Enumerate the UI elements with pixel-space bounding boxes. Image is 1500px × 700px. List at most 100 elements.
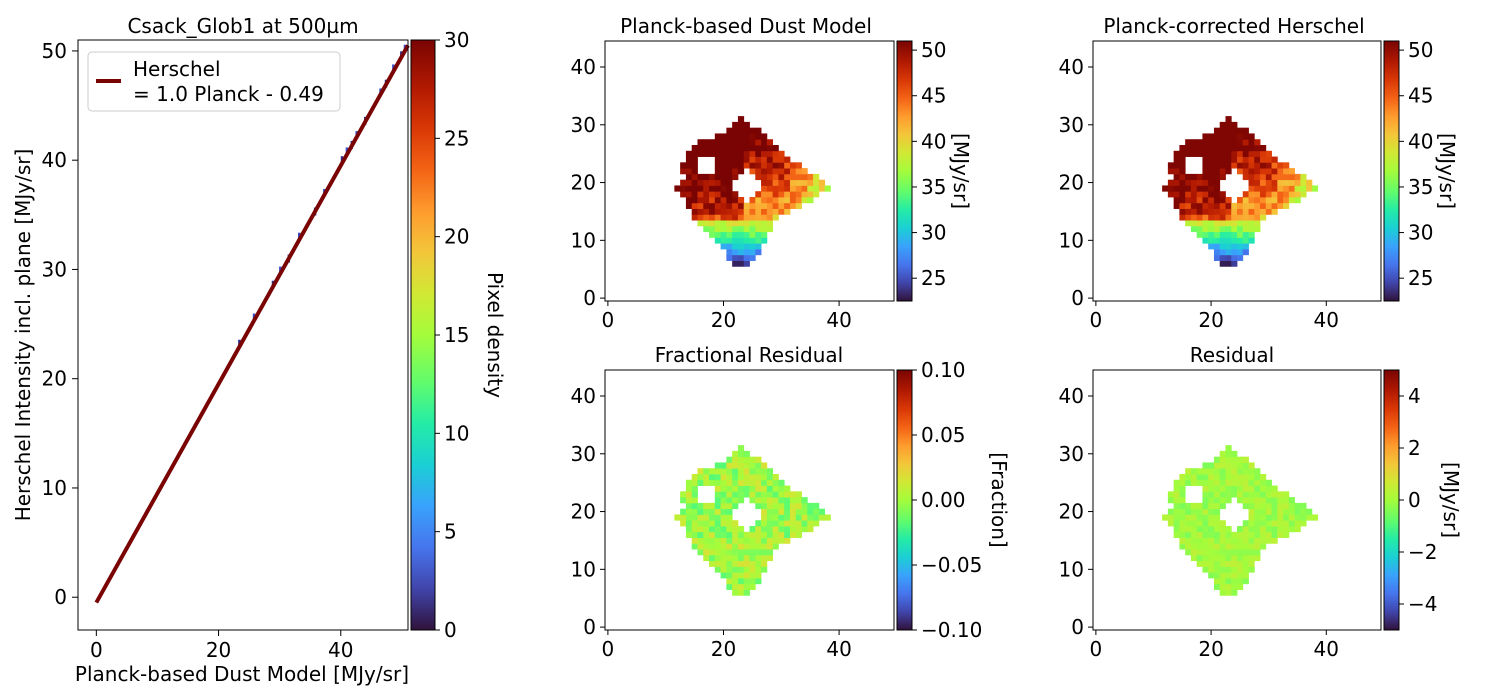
map-pixel bbox=[749, 156, 756, 163]
map-pixel bbox=[1196, 179, 1203, 186]
map-pixel bbox=[749, 462, 756, 469]
y-tick-label: 40 bbox=[42, 148, 67, 172]
map-pixel bbox=[766, 531, 774, 538]
map-pixel bbox=[813, 514, 820, 521]
map-pixel bbox=[1196, 474, 1203, 481]
map-pixel bbox=[1208, 139, 1215, 146]
map-pixel bbox=[1237, 249, 1244, 256]
map-pixel bbox=[1306, 514, 1313, 521]
map-pixel bbox=[737, 220, 745, 227]
x-tick-label: 0 bbox=[1090, 637, 1103, 661]
map-pixel bbox=[1271, 185, 1278, 192]
map-pixel bbox=[714, 531, 721, 538]
map-pixel bbox=[1173, 497, 1180, 504]
map-pixel bbox=[1231, 150, 1238, 157]
map-pixel bbox=[772, 520, 779, 527]
map-pixel bbox=[807, 526, 814, 533]
map-pixel bbox=[691, 156, 698, 163]
x-tick-label: 20 bbox=[711, 637, 736, 661]
map-pixel bbox=[1219, 497, 1226, 504]
map-pixel bbox=[1242, 485, 1249, 492]
map-pixel bbox=[732, 202, 739, 209]
map-pixel bbox=[1213, 214, 1221, 221]
map-pixel bbox=[1190, 202, 1198, 209]
map-pixel bbox=[1225, 554, 1232, 562]
scatter-frame bbox=[77, 39, 409, 631]
map-pixel bbox=[749, 214, 756, 221]
map-pixel bbox=[1265, 197, 1272, 204]
map-pixel bbox=[737, 462, 745, 469]
map-pixel bbox=[1288, 197, 1295, 204]
map-pixel bbox=[1185, 145, 1192, 152]
map-pixel bbox=[685, 497, 693, 504]
map-pixel bbox=[743, 537, 750, 544]
map-pixel bbox=[709, 150, 716, 157]
map-pixel bbox=[761, 566, 768, 573]
map-pixel bbox=[749, 231, 756, 238]
map-pixel bbox=[743, 589, 750, 596]
map-pixel bbox=[726, 462, 733, 469]
map-pixel bbox=[720, 554, 727, 562]
map-pixel bbox=[1225, 566, 1232, 573]
map-pixel bbox=[1185, 520, 1192, 527]
map-pixel bbox=[1213, 572, 1221, 579]
map-pixel bbox=[737, 237, 745, 244]
map-pixel bbox=[1242, 554, 1249, 562]
map-pixel bbox=[1208, 220, 1215, 227]
map-pixel bbox=[761, 554, 768, 562]
map-pixel bbox=[1225, 445, 1232, 452]
map-pixel bbox=[680, 191, 687, 198]
map-pixel bbox=[1208, 468, 1215, 475]
model-colorbar-label: [MJy/sr] bbox=[949, 133, 973, 209]
map-pixel bbox=[1219, 173, 1226, 181]
map-pixel bbox=[1260, 191, 1267, 198]
map-pixel bbox=[1219, 537, 1226, 544]
map-pixel bbox=[778, 173, 785, 181]
map-pixel bbox=[1277, 162, 1284, 169]
scatter-x-axis-label: Planck-based Dust Model [MJy/sr] bbox=[75, 662, 409, 686]
map-pixel bbox=[743, 254, 750, 261]
map-pixel bbox=[1225, 583, 1232, 590]
map-pixel bbox=[778, 156, 785, 163]
map-pixel bbox=[720, 173, 727, 181]
x-tick-label: 0 bbox=[602, 308, 615, 332]
map-pixel bbox=[755, 572, 762, 579]
map-pixel bbox=[761, 133, 768, 140]
map-pixel bbox=[737, 254, 745, 261]
map-pixel bbox=[1173, 526, 1180, 533]
map-pixel bbox=[714, 491, 721, 498]
map-pixel bbox=[737, 578, 745, 585]
map-pixel bbox=[1248, 531, 1255, 538]
map-pixel bbox=[714, 173, 721, 181]
map-pixel bbox=[755, 237, 762, 244]
map-pixel bbox=[1190, 139, 1198, 146]
map-pixel bbox=[674, 185, 681, 192]
map-pixel bbox=[789, 531, 797, 538]
map-pixel bbox=[703, 543, 710, 550]
map-pixel bbox=[732, 497, 739, 504]
map-pixel bbox=[1248, 526, 1255, 533]
map-pixel bbox=[1185, 185, 1192, 192]
colorbar-tick-label: 2 bbox=[1408, 436, 1421, 460]
corrected-colorbar bbox=[1383, 40, 1400, 302]
map-pixel bbox=[732, 468, 739, 475]
map-pixel bbox=[749, 474, 756, 481]
map-pixel bbox=[1248, 479, 1255, 486]
map-pixel bbox=[1231, 260, 1238, 267]
map-pixel bbox=[1213, 549, 1221, 556]
map-pixel bbox=[755, 150, 762, 157]
map-pixel bbox=[1225, 121, 1232, 129]
map-pixel bbox=[737, 127, 745, 134]
map-pixel bbox=[789, 173, 797, 181]
map-pixel bbox=[1225, 479, 1232, 486]
map-pixel bbox=[1271, 491, 1278, 498]
map-pixel bbox=[714, 543, 721, 550]
scatter-x-ticks: 0 20 40 bbox=[90, 630, 354, 662]
y-tick-label: 0 bbox=[583, 286, 596, 310]
map-pixel bbox=[737, 468, 745, 475]
map-pixel bbox=[691, 185, 698, 192]
map-pixel bbox=[755, 491, 762, 498]
resid-colorbar-label: [MJy/sr] bbox=[1439, 462, 1463, 538]
map-pixel bbox=[703, 479, 710, 486]
map-pixel bbox=[743, 583, 750, 590]
